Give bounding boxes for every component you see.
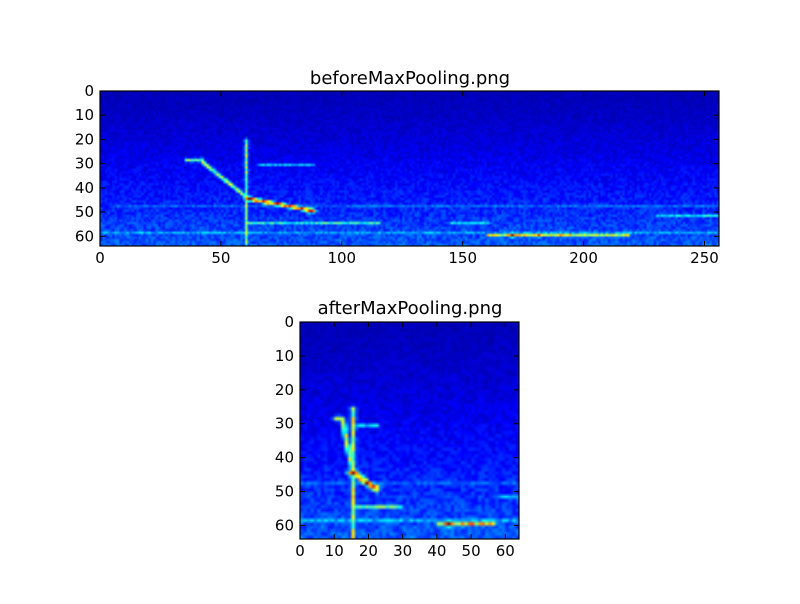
- after-x-tick-label: 20: [359, 542, 378, 560]
- before-x-tick-label: 250: [690, 249, 719, 267]
- before-y-tick-label: 40: [75, 179, 94, 197]
- after-y-tick-label: 20: [275, 381, 294, 399]
- after-x-tick-label: 30: [393, 542, 412, 560]
- after-heatmap-image: [300, 322, 519, 539]
- after-max-pooling-panel: afterMaxPooling.png 0 10 20 30 40 50 600102030…: [275, 298, 520, 560]
- after-y-tick-label: 0: [284, 313, 294, 331]
- before-y-tick-label: 30: [75, 155, 94, 173]
- before-y-tick-label: 10: [75, 106, 94, 124]
- before-x-tick-label: 0: [95, 249, 105, 267]
- after-x-tick-label: 60: [496, 542, 515, 560]
- before-max-pooling-panel: beforeMaxPooling.png 0 50 100 150 200 250 0 10 2…: [75, 68, 720, 267]
- before-y-tick-label: 60: [75, 227, 94, 245]
- before-axes-frame: [99, 90, 720, 247]
- before-x-tick-label: 100: [327, 249, 356, 267]
- after-y-tick-label: 40: [275, 449, 294, 467]
- after-x-tick-label: 0: [295, 542, 305, 560]
- before-x-tick-label: 200: [569, 249, 598, 267]
- before-y-tick-label: 20: [75, 130, 94, 148]
- before-y-tick-label: 0: [84, 82, 94, 100]
- after-y-tick-label: 30: [275, 415, 294, 433]
- after-x-tick-label: 10: [325, 542, 344, 560]
- before-x-tick-label: 50: [211, 249, 230, 267]
- after-x-tick-label: 40: [427, 542, 446, 560]
- after-axes-frame: [299, 321, 520, 540]
- after-title: afterMaxPooling.png: [318, 298, 503, 319]
- after-x-tick-label: 50: [462, 542, 481, 560]
- before-heatmap-image: [100, 91, 719, 246]
- after-y-tick-label: 10: [275, 347, 294, 365]
- before-y-tick-label: 50: [75, 203, 94, 221]
- before-title: beforeMaxPooling.png: [310, 68, 510, 89]
- after-y-tick-label: 50: [275, 483, 294, 501]
- before-x-tick-label: 150: [448, 249, 477, 267]
- after-y-tick-label: 60: [275, 516, 294, 534]
